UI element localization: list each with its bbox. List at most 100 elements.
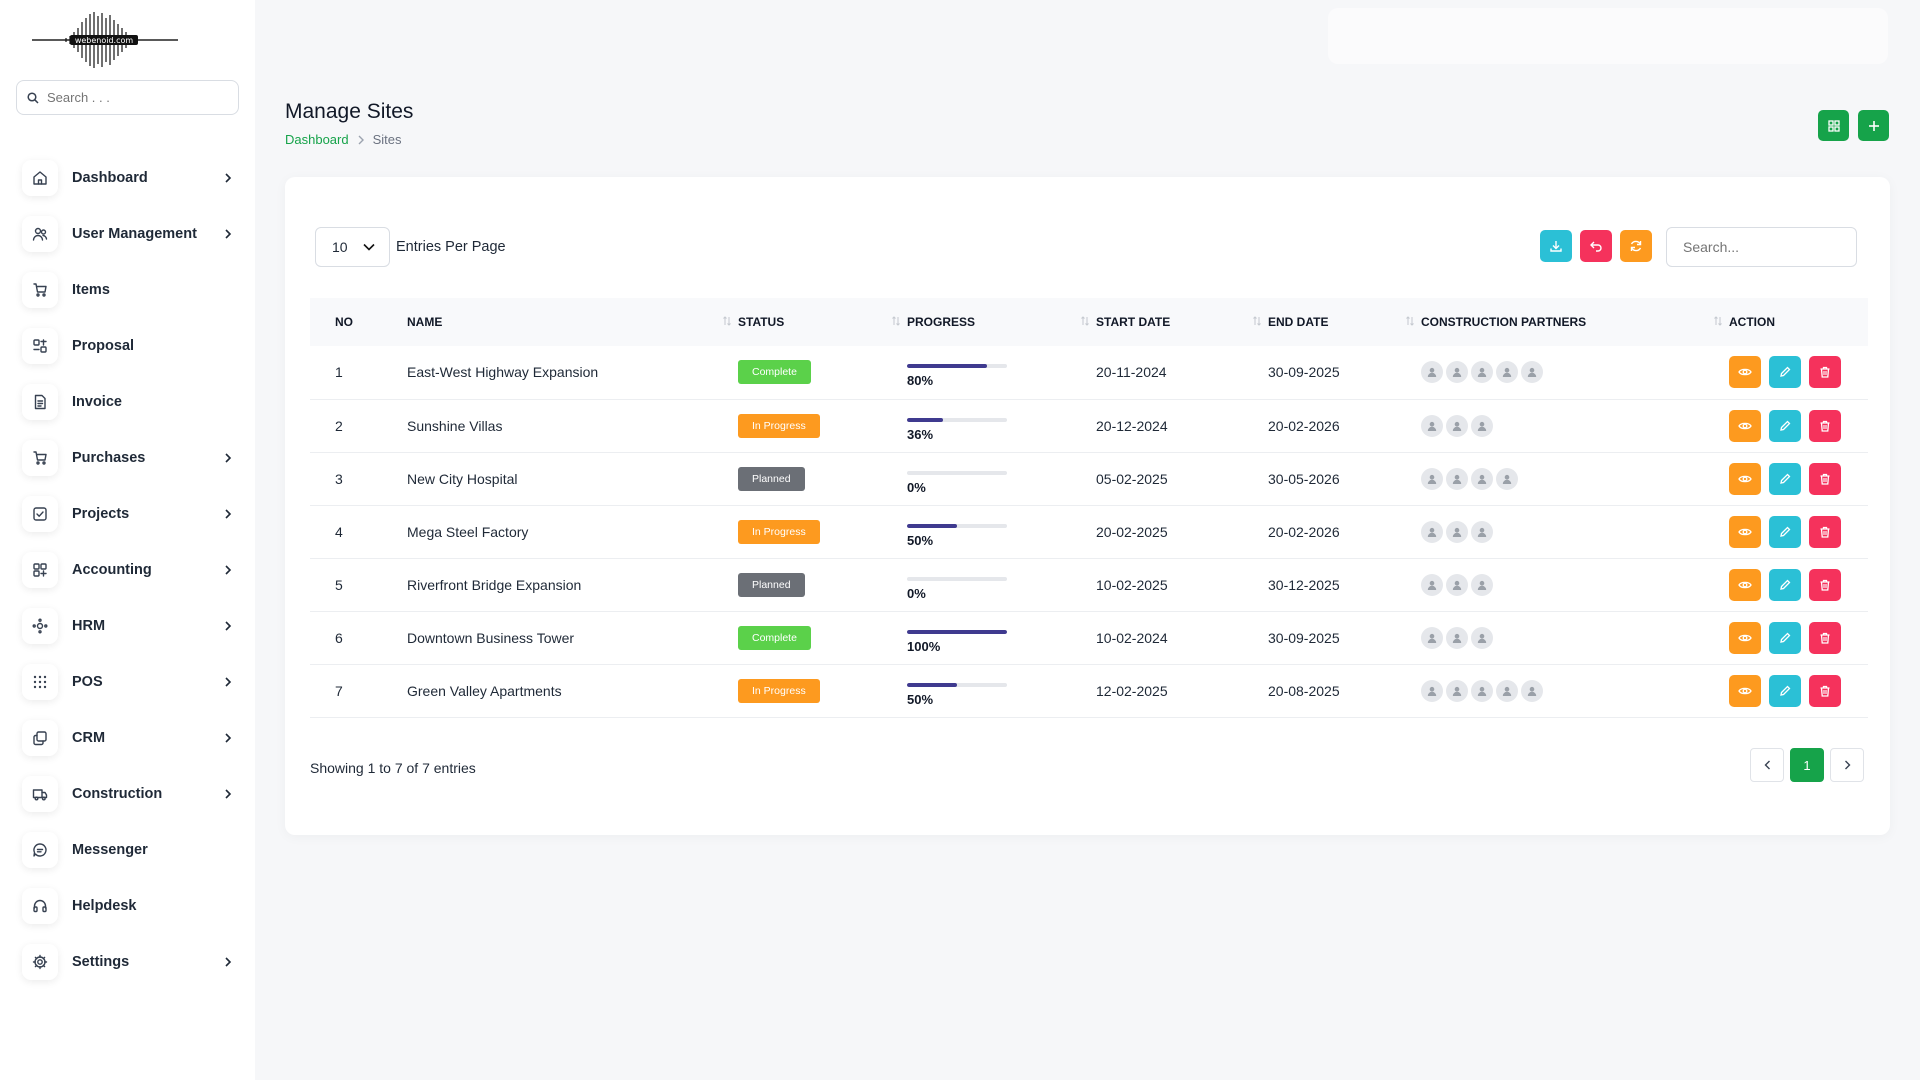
undo-button[interactable] <box>1580 230 1612 262</box>
column-header-partners[interactable]: CONSTRUCTION PARTNERS <box>1421 298 1729 346</box>
partner-avatar[interactable] <box>1421 414 1443 437</box>
pencil-icon <box>1780 526 1791 537</box>
sidebar-item-crm[interactable]: CRM <box>22 710 237 766</box>
partner-avatar[interactable] <box>1471 573 1493 596</box>
sidebar-item-helpdesk[interactable]: Helpdesk <box>22 878 237 934</box>
partner-avatar[interactable] <box>1421 573 1443 596</box>
edit-button[interactable] <box>1769 568 1801 601</box>
cell-partners <box>1421 611 1729 664</box>
edit-button[interactable] <box>1769 674 1801 707</box>
partner-avatar[interactable] <box>1471 679 1493 702</box>
partner-avatar[interactable] <box>1421 361 1443 384</box>
sidebar-item-items[interactable]: Items <box>22 262 237 318</box>
partner-avatar[interactable] <box>1496 679 1518 702</box>
partner-avatar[interactable] <box>1471 520 1493 543</box>
sidebar-item-construction[interactable]: Construction <box>22 766 237 822</box>
partner-avatar[interactable] <box>1421 467 1443 490</box>
view-button[interactable] <box>1729 621 1761 654</box>
sidebar-item-accounting[interactable]: Accounting <box>22 542 237 598</box>
delete-button[interactable] <box>1809 462 1841 495</box>
sidebar-item-pos[interactable]: POS <box>22 654 237 710</box>
sort-icon[interactable] <box>1080 315 1090 330</box>
status-badge: In Progress <box>738 413 820 438</box>
partner-avatar[interactable] <box>1446 626 1468 649</box>
sort-icon[interactable] <box>1252 315 1262 330</box>
edit-button[interactable] <box>1769 462 1801 495</box>
partner-avatar[interactable] <box>1471 467 1493 490</box>
view-button[interactable] <box>1729 674 1761 707</box>
delete-button[interactable] <box>1809 568 1841 601</box>
column-header-name[interactable]: NAME <box>407 298 738 346</box>
breadcrumb-dashboard-link[interactable]: Dashboard <box>285 132 349 147</box>
sidebar-item-settings[interactable]: Settings <box>22 934 237 990</box>
edit-button[interactable] <box>1769 621 1801 654</box>
prev-page-button[interactable] <box>1750 748 1784 782</box>
delete-button[interactable] <box>1809 674 1841 707</box>
cell-start-date: 05-02-2025 <box>1096 470 1168 487</box>
partner-avatar[interactable] <box>1446 467 1468 490</box>
partner-avatar[interactable] <box>1496 467 1518 490</box>
partner-avatar[interactable] <box>1471 414 1493 437</box>
partner-avatar[interactable] <box>1421 626 1443 649</box>
view-button[interactable] <box>1729 462 1761 495</box>
cell-end-date: 30-09-2025 <box>1268 629 1340 646</box>
top-bar <box>1328 8 1888 64</box>
sidebar-search-input[interactable] <box>47 90 217 105</box>
sidebar-search[interactable] <box>16 80 239 115</box>
sidebar-item-dashboard[interactable]: Dashboard <box>22 150 237 206</box>
cell-name: New City Hospital <box>407 470 518 487</box>
column-header-end-date[interactable]: END DATE <box>1268 298 1421 346</box>
logo-text: webenoid.com <box>75 36 134 45</box>
view-button[interactable] <box>1729 568 1761 601</box>
partner-avatar[interactable] <box>1471 361 1493 384</box>
edit-button[interactable] <box>1769 515 1801 548</box>
sort-icon[interactable] <box>722 315 732 330</box>
partner-avatar[interactable] <box>1421 679 1443 702</box>
column-header-no[interactable]: NO <box>335 315 353 329</box>
sidebar-item-projects[interactable]: Projects <box>22 486 237 542</box>
sort-icon[interactable] <box>1405 315 1415 330</box>
partner-avatar[interactable] <box>1446 361 1468 384</box>
column-header-start-date[interactable]: START DATE <box>1096 298 1268 346</box>
grid-view-button[interactable] <box>1818 110 1849 141</box>
column-header-progress[interactable]: PROGRESS <box>907 298 1096 346</box>
page-button-1[interactable]: 1 <box>1790 748 1824 782</box>
sort-icon[interactable] <box>891 315 901 330</box>
partner-avatar[interactable] <box>1446 414 1468 437</box>
delete-button[interactable] <box>1809 409 1841 442</box>
partner-avatar[interactable] <box>1446 573 1468 596</box>
sidebar-item-messenger[interactable]: Messenger <box>22 822 237 878</box>
delete-button[interactable] <box>1809 621 1841 654</box>
view-button[interactable] <box>1729 515 1761 548</box>
per-page-select[interactable]: 10 <box>315 227 390 267</box>
pencil-icon <box>1780 632 1791 643</box>
sidebar-item-hrm[interactable]: HRM <box>22 598 237 654</box>
plus-icon <box>1868 120 1879 131</box>
next-page-button[interactable] <box>1830 748 1864 782</box>
column-header-status[interactable]: STATUS <box>738 298 907 346</box>
table-search-input[interactable] <box>1666 227 1857 267</box>
sort-icon[interactable] <box>1713 315 1723 330</box>
brand-logo[interactable]: webenoid.com <box>30 10 180 70</box>
partner-avatar[interactable] <box>1521 679 1543 702</box>
partner-avatar[interactable] <box>1446 679 1468 702</box>
view-button[interactable] <box>1729 409 1761 442</box>
partner-avatar[interactable] <box>1471 626 1493 649</box>
delete-button[interactable] <box>1809 515 1841 548</box>
sidebar-item-proposal[interactable]: Proposal <box>22 318 237 374</box>
view-button[interactable] <box>1729 356 1761 389</box>
partner-avatar[interactable] <box>1446 520 1468 543</box>
partner-avatar[interactable] <box>1521 361 1543 384</box>
delete-button[interactable] <box>1809 356 1841 389</box>
chevron-right-icon <box>225 621 232 631</box>
partner-avatar[interactable] <box>1421 520 1443 543</box>
export-button[interactable] <box>1540 230 1572 262</box>
add-site-button[interactable] <box>1858 110 1889 141</box>
sidebar-item-user-management[interactable]: User Management <box>22 206 237 262</box>
sidebar-item-purchases[interactable]: Purchases <box>22 430 237 486</box>
edit-button[interactable] <box>1769 356 1801 389</box>
partner-avatar[interactable] <box>1496 361 1518 384</box>
edit-button[interactable] <box>1769 409 1801 442</box>
refresh-button[interactable] <box>1620 230 1652 262</box>
sidebar-item-invoice[interactable]: Invoice <box>22 374 237 430</box>
